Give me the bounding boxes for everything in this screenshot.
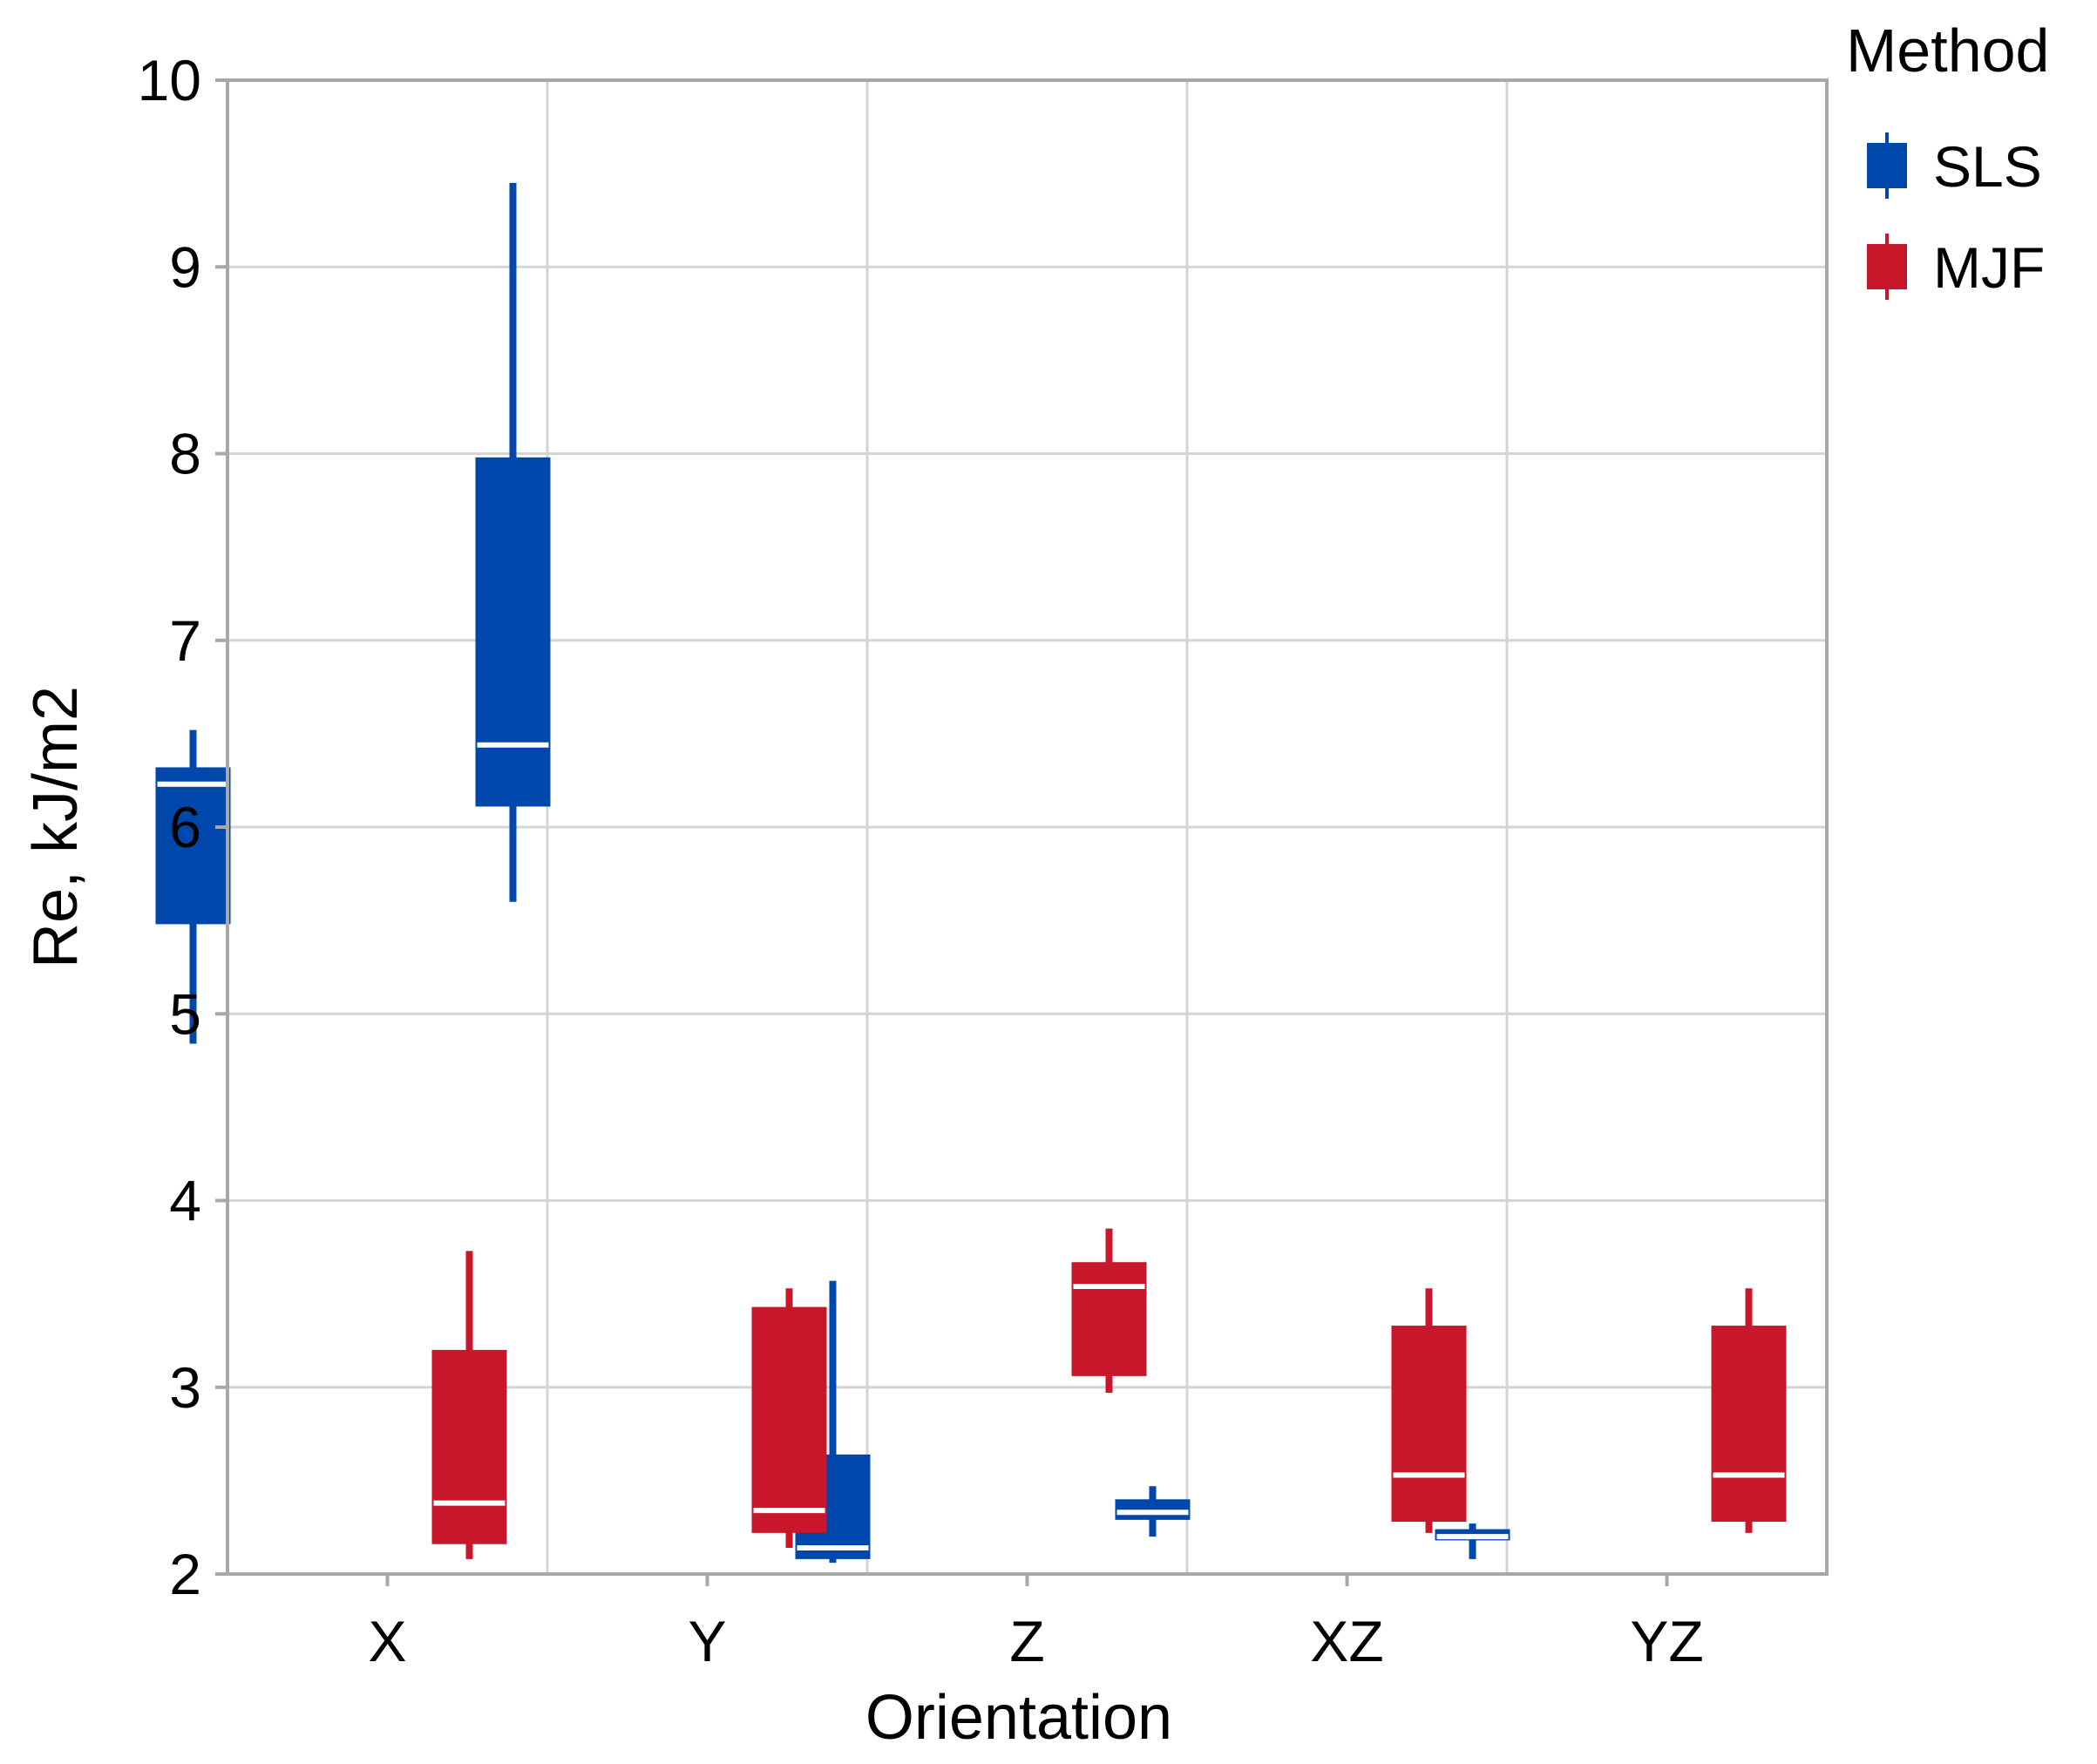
x-tick-label: Y [688,1609,726,1673]
legend-swatch [1867,143,1907,188]
box [1711,1326,1787,1523]
legend: SLS MJF [1867,132,2045,300]
mjf-box-yz [1711,1288,1787,1533]
plot-area [155,182,1787,1564]
sls-box-y [475,182,551,902]
y-tick-label: 2 [169,1542,201,1606]
legend-label: MJF [1933,235,2045,300]
y-axis-ticks: 2 3 4 5 6 7 8 9 10 [138,48,227,1606]
legend-title: Method [1846,17,2049,85]
legend-item-mjf: MJF [1867,234,2045,300]
box [431,1349,507,1544]
box [1391,1326,1467,1523]
box [1115,1499,1191,1520]
legend-item-sls: SLS [1867,132,2042,199]
x-tick-label: X [368,1609,406,1673]
sls-box-yz [1435,1523,1510,1559]
sls-box-x [155,729,231,1044]
x-axis-ticks: X Y Z XZ YZ [368,1574,1704,1673]
x-tick-label: XZ [1310,1609,1383,1673]
legend-label: SLS [1933,134,2042,199]
box [751,1306,827,1533]
legend-swatch [1867,244,1907,289]
y-tick-label: 7 [169,608,201,673]
mjf-box-z [1071,1228,1147,1394]
y-tick-label: 5 [169,981,201,1046]
y-tick-label: 4 [169,1169,201,1233]
y-tick-label: 10 [138,48,201,112]
box [475,457,551,807]
mjf-box-x [431,1251,507,1559]
x-tick-label: YZ [1630,1609,1703,1673]
box [1071,1262,1147,1376]
mjf-box-xz [1391,1288,1467,1533]
y-tick-label: 9 [169,234,201,299]
box [155,767,231,925]
y-axis-title: Re, kJ/m2 [21,686,91,968]
sls-box-xz [1115,1486,1191,1537]
y-tick-label: 6 [169,795,201,859]
x-tick-label: Z [1009,1609,1044,1673]
y-tick-label: 8 [169,422,201,486]
x-axis-title: Orientation [865,1683,1172,1753]
y-tick-label: 3 [169,1355,201,1420]
mjf-box-y [751,1288,827,1549]
